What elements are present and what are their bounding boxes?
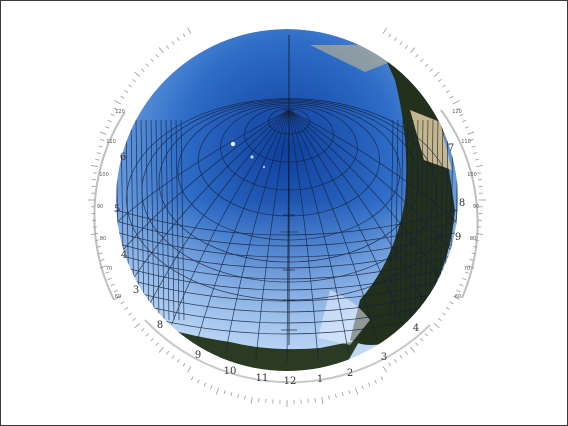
hour-line [118,109,290,256]
bottom-hour-label: 8 [157,320,163,331]
right-scale-label: 7 [448,143,454,154]
bottom-hour-label: 3 [381,352,387,363]
right-tick-label: 60 [455,294,461,300]
meridian-ticks [280,109,298,331]
bottom-hour-label: 2 [347,368,353,379]
declination-curve [116,220,458,247]
left-tick-label: 110 [106,139,116,145]
bottom-hour-label: 12 [284,376,297,387]
declination-curve [116,231,458,258]
hour-line [255,109,290,361]
left-tick-label: 100 [99,172,109,178]
hour-line [288,109,319,361]
hour-line [288,109,425,305]
left-tick-label: 80 [100,236,106,242]
bottom-hour-label: 9 [195,350,201,361]
right-tick-label: 110 [461,139,471,145]
bottom-hour-label: 4 [413,323,419,334]
hour-line [288,109,458,229]
right-tick-label: 90 [473,204,479,210]
left-scale-label: 6 [120,152,126,163]
right-scale-labels: 7 8 9 [448,143,465,243]
right-scale-label: 8 [459,198,465,209]
right-tick-label: 100 [467,172,477,178]
hour-line [288,109,349,353]
building-wall [410,110,452,170]
declination-curve [116,275,458,302]
sun-glare [318,290,370,345]
hour-line [116,109,290,229]
declination-curve [116,264,458,291]
bottom-hour-label: 1 [317,374,323,385]
left-tick-labels: 120 110 100 90 80 70 60 [97,109,125,300]
declination-curve [116,286,458,313]
right-tick-label: 70 [464,266,470,272]
right-tick-label: 120 [452,109,462,115]
left-tick-label: 120 [115,109,125,115]
outer-scale-arc [88,27,486,407]
left-scale-labels: 6 5 4 3 [114,152,139,296]
right-scale-label: 9 [455,232,461,243]
right-tick-label: 80 [470,236,476,242]
hour-line [288,109,403,325]
hour-line [225,109,290,353]
right-tick-labels: 120 110 100 90 80 70 60 [452,109,479,300]
declination-curve [116,209,458,236]
hour-line [171,109,290,325]
bottom-hour-label: 10 [224,366,237,377]
left-tick-label: 60 [115,294,121,300]
hour-line [196,109,290,341]
hour-line [149,109,290,305]
bottom-hour-label: 11 [256,373,269,384]
left-scale-label: 3 [133,285,139,296]
hour-line [288,109,378,341]
left-scale-label: 5 [114,204,120,215]
declination-curve [116,242,458,269]
hour-line [288,109,443,282]
left-scale-label: 4 [121,250,127,261]
sun-markers [230,141,266,169]
left-tick-label: 90 [97,204,103,210]
hour-line [131,109,290,282]
left-tick-label: 70 [106,266,112,272]
hour-line [288,109,456,256]
declination-curve [116,253,458,280]
